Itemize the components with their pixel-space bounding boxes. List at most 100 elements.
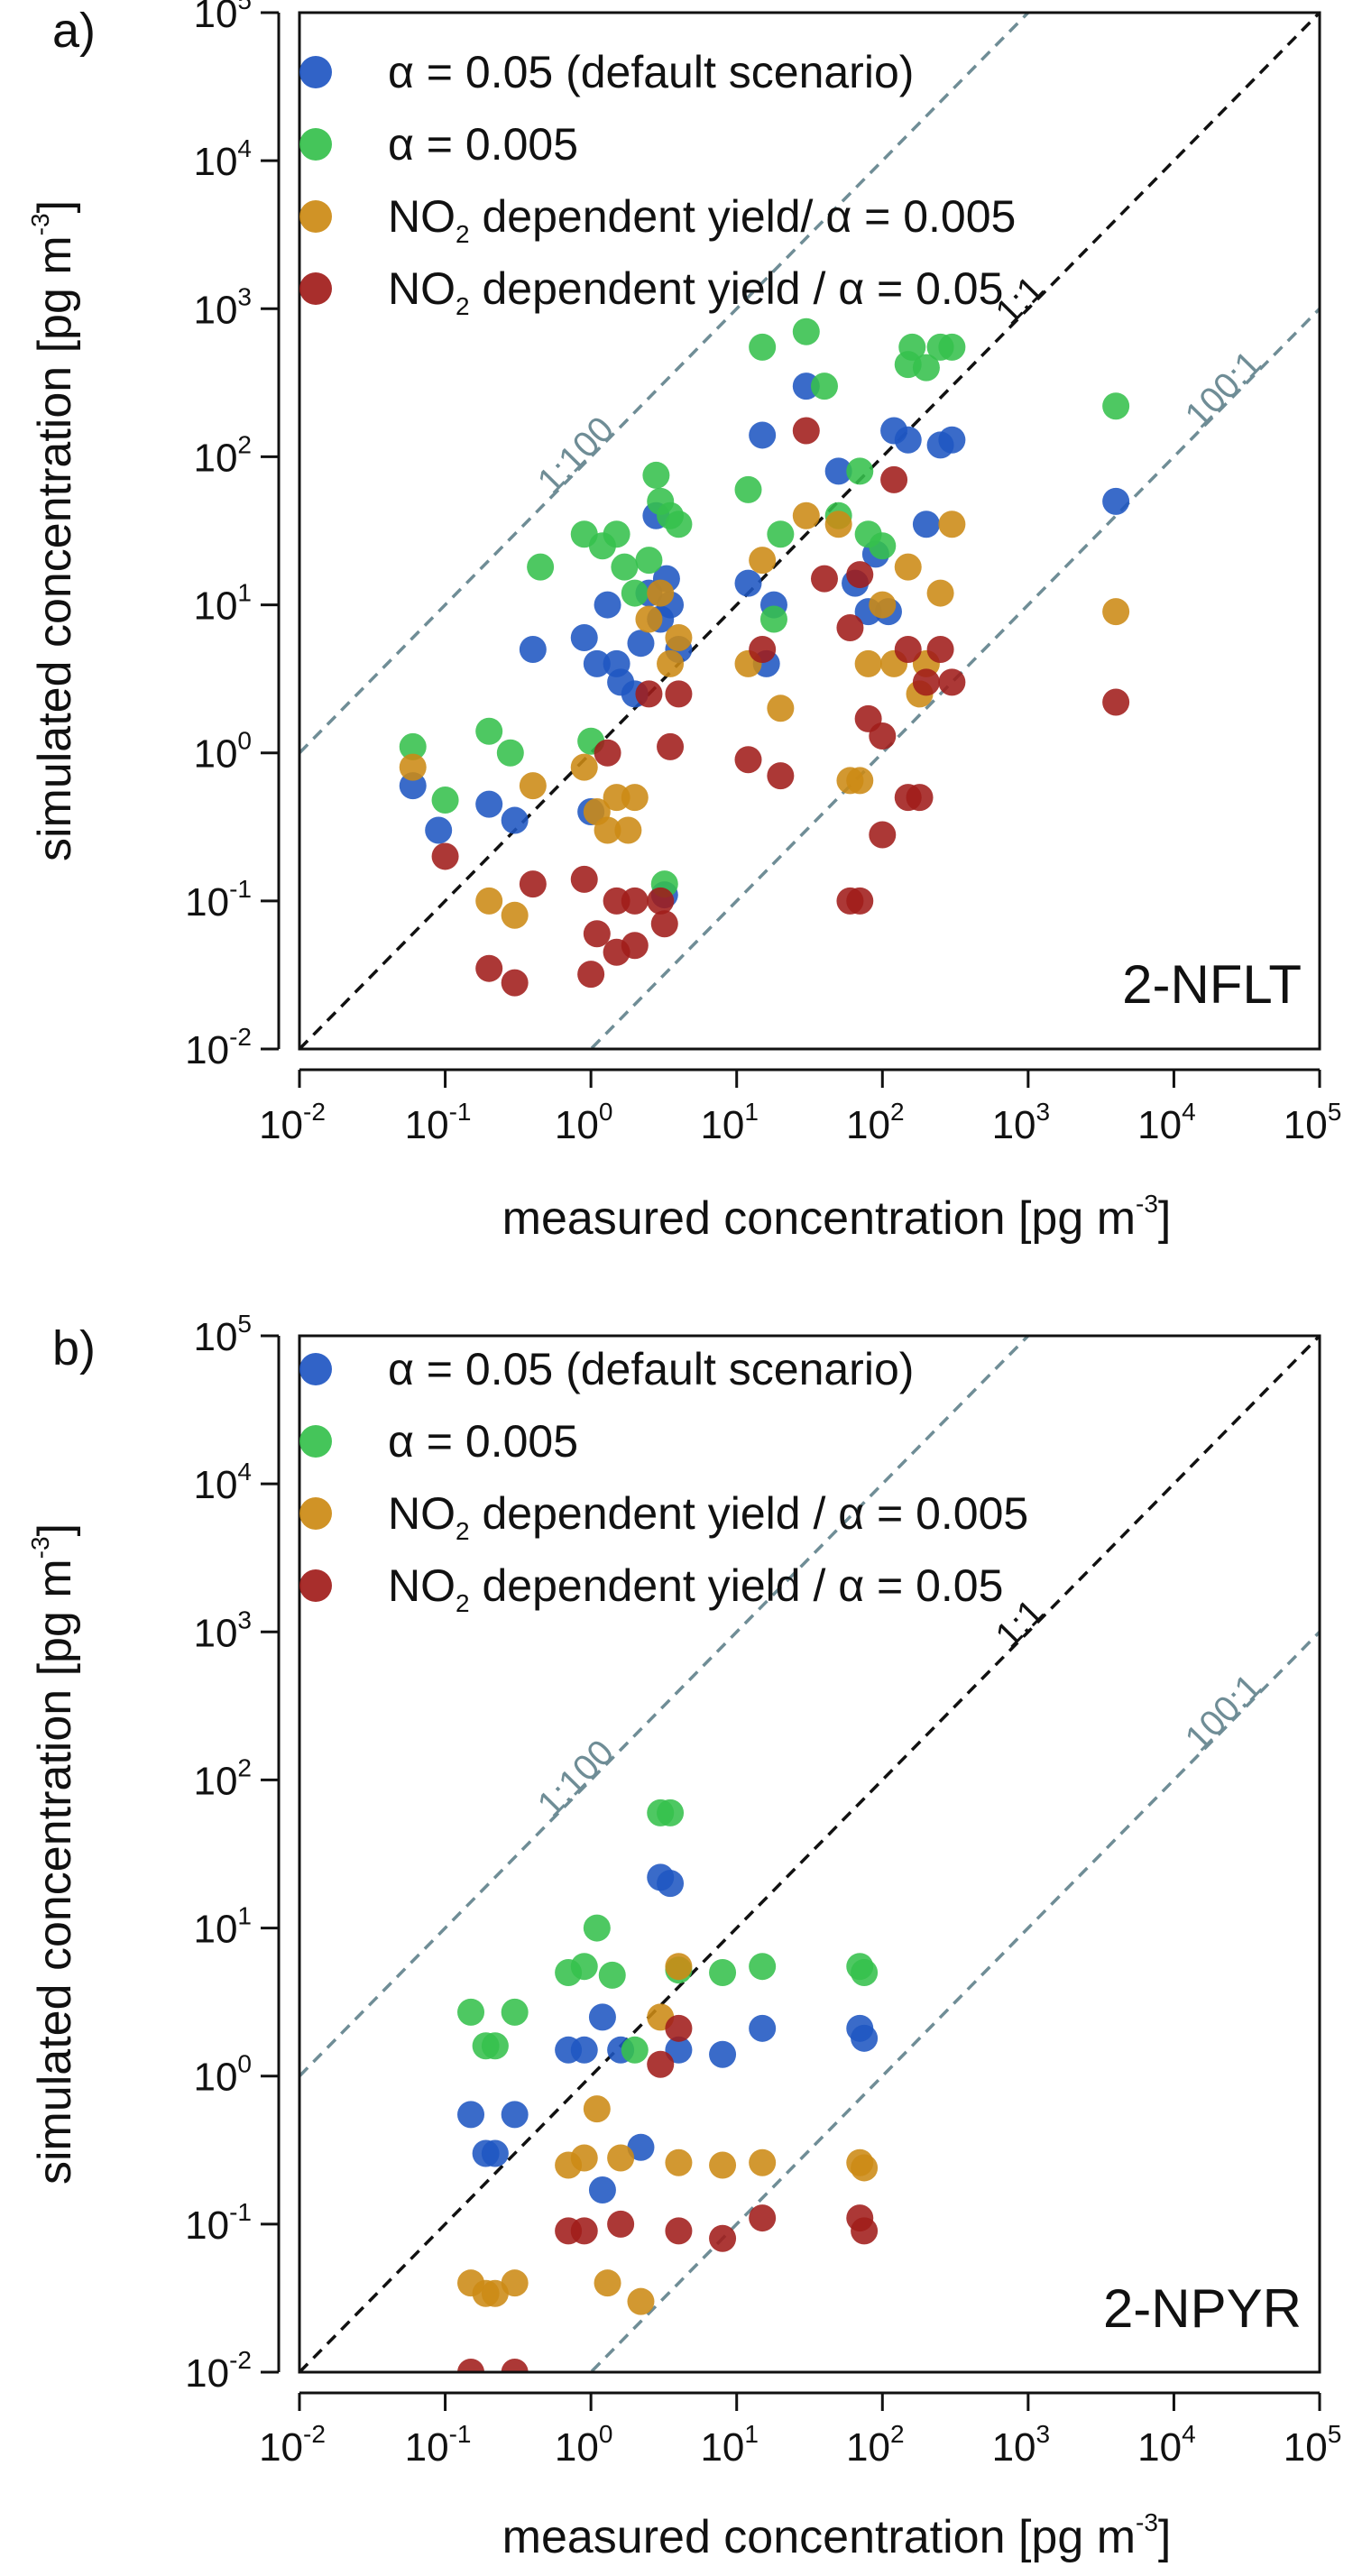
x-tick-exp: 4 (1182, 1098, 1196, 1126)
ref-line-label-0: 1:100 (530, 1733, 622, 1825)
x-tick-base: 10 (259, 2425, 303, 2470)
point-alpha005-12 (709, 1958, 737, 1986)
point-no2_05-17 (734, 746, 762, 774)
point-no2_05-6 (583, 920, 611, 948)
y-tick-base: 10 (193, 288, 237, 332)
point-default-4 (519, 635, 547, 663)
x-title-sup: -3 (1136, 2508, 1158, 2536)
x-tick-exp: 1 (744, 1098, 759, 1126)
point-alpha005-21 (792, 317, 820, 345)
point-alpha005-12 (642, 461, 670, 489)
legend-main: α = 0.005 (388, 119, 578, 170)
point-default-12 (665, 2036, 693, 2064)
x-tick-label-1: 10-1 (405, 2420, 472, 2470)
legend-main: NO (388, 191, 456, 242)
point-alpha005-29 (912, 354, 940, 382)
x-tick-base: 10 (1284, 2425, 1328, 2470)
y-tick-exp: 3 (237, 1605, 252, 1633)
x-tick-base: 10 (700, 1103, 744, 1147)
point-no2_005-22 (869, 591, 897, 619)
x-title-main: measured concentration [pg m (502, 1192, 1136, 1245)
point-default-1 (425, 816, 453, 844)
series-no2_005 (457, 1953, 879, 2315)
legend: α = 0.05 (default scenario) α = 0.005 NO2 … (299, 47, 1016, 320)
y-tick-label-0: 10-2 (185, 1023, 252, 1072)
legend-sub: 2 (456, 220, 470, 248)
x-tick-exp: 5 (1328, 2420, 1342, 2448)
y-tick-base: 10 (185, 2351, 229, 2396)
x-tick-label-0: 10-2 (259, 1098, 326, 1147)
point-no2_005-11 (647, 579, 675, 607)
y-tick-base: 10 (193, 1611, 237, 1655)
x-tick-exp: 1 (744, 2420, 759, 2448)
y-tick-base: 10 (193, 732, 237, 777)
y-tick-base: 10 (193, 0, 237, 36)
point-no2_05-2 (501, 969, 529, 997)
point-no2_005-8 (614, 816, 642, 844)
legend-text-alpha005: α = 0.005 (388, 1416, 578, 1467)
x-tick-exp: 3 (1036, 2420, 1051, 2448)
legend-text-alpha005: α = 0.005 (388, 119, 578, 170)
point-no2_05-9 (749, 2204, 777, 2232)
point-no2_005-14 (749, 2148, 777, 2176)
x-tick-label-7: 105 (1284, 2420, 1342, 2470)
point-no2_005-17 (792, 501, 820, 529)
y-tick-exp: -2 (229, 1023, 252, 1051)
point-no2_05-11 (851, 2217, 879, 2245)
point-alpha005-11 (635, 547, 663, 575)
point-default-6 (588, 2003, 616, 2031)
point-default-2 (481, 2139, 509, 2167)
point-default-13 (709, 2040, 737, 2068)
x-tick-base: 10 (992, 2425, 1036, 2470)
point-no2_05-1 (475, 954, 503, 982)
point-no2_005-5 (570, 2144, 598, 2172)
point-no2_005-27 (926, 579, 954, 607)
point-no2_05-33 (912, 668, 940, 696)
legend-rest: dependent yield / α = 0.05 (470, 1560, 1004, 1611)
x-tick-exp: 0 (599, 2420, 613, 2448)
series-no2_05 (457, 2014, 879, 2372)
point-no2_005-2 (501, 901, 529, 929)
y-tick-base: 10 (185, 2203, 229, 2248)
point-no2_05-1 (501, 2359, 529, 2372)
x-tick-exp: 2 (890, 1098, 905, 1126)
ref-line-2 (588, 1631, 1320, 2372)
point-alpha005-10 (657, 1799, 685, 1826)
y-tick-exp: -1 (229, 875, 252, 903)
legend-sub: 2 (456, 1517, 470, 1545)
point-default-16 (851, 2024, 879, 2052)
legend-marker-default (299, 1353, 332, 1385)
y-tick-label-7: 105 (193, 1310, 252, 1359)
y-tick-exp: 4 (237, 1458, 252, 1486)
point-default-8 (594, 591, 621, 619)
point-alpha005-9 (611, 553, 639, 581)
point-alpha005-3 (501, 1998, 529, 2026)
point-no2_005-7 (594, 2269, 621, 2297)
y-tick-base: 10 (193, 140, 237, 184)
point-alpha005-24 (846, 457, 874, 485)
point-no2_05-3 (519, 870, 547, 898)
legend-marker-no2_05 (299, 272, 332, 305)
y-tick-label-1: 10-1 (185, 2198, 252, 2248)
x-tick-base: 10 (405, 1103, 449, 1147)
point-no2_005-0 (399, 753, 427, 781)
point-default-11 (657, 1870, 685, 1898)
y-axis-title: simulated concentration [pg m-3] (26, 200, 81, 861)
point-no2_05-19 (767, 762, 795, 790)
ref-line-1 (299, 1336, 1320, 2372)
point-default-20 (734, 569, 762, 597)
point-no2_05-35 (938, 668, 966, 696)
point-default-3 (501, 2101, 529, 2129)
y-tick-base: 10 (193, 584, 237, 629)
y-tick-label-6: 104 (193, 1458, 252, 1507)
point-no2_05-14 (650, 910, 678, 938)
x-tick-exp: 0 (599, 1098, 613, 1126)
legend: α = 0.05 (default scenario) α = 0.005 NO2 … (299, 1344, 1028, 1617)
point-no2_05-0 (457, 2359, 485, 2372)
y-tick-exp: 1 (237, 1902, 252, 1930)
x-tick-label-5: 103 (992, 2420, 1051, 2470)
legend-marker-default (299, 56, 332, 88)
x-tick-base: 10 (1137, 2425, 1182, 2470)
